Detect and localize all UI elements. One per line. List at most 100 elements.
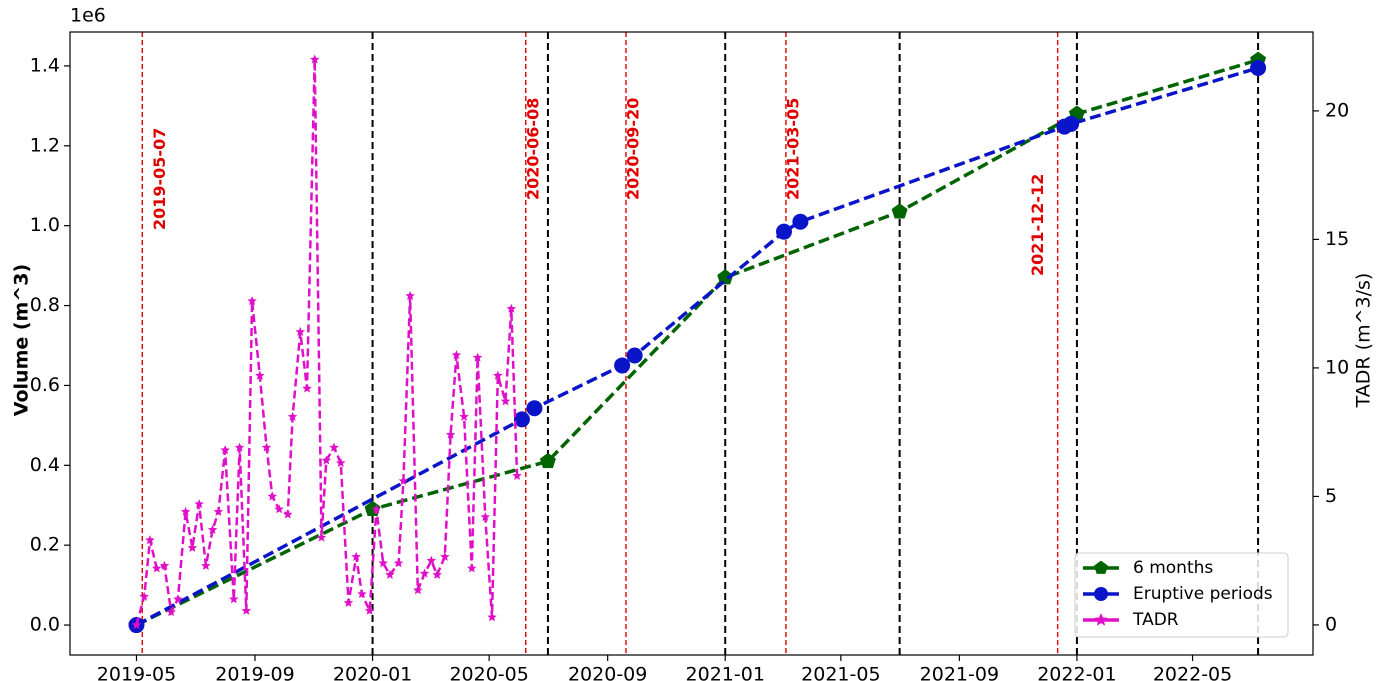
data-point: [213, 506, 224, 516]
data-point: [405, 291, 415, 300]
y-tick-label: 1.0: [30, 214, 60, 236]
y-tick-label: 0.4: [30, 454, 60, 476]
series-line: [135, 58, 1259, 627]
data-point: [426, 555, 437, 565]
data-point: [187, 542, 198, 552]
data-point: [378, 558, 388, 568]
series-line: [135, 66, 1259, 627]
data-point: [241, 605, 252, 615]
data-point: [159, 560, 170, 570]
data-point: [1063, 115, 1080, 132]
data-point: [180, 506, 191, 516]
data-point: [295, 326, 305, 336]
data-point: [166, 607, 176, 617]
y2-tick-label: 10: [1325, 356, 1349, 378]
x-tick-label: 2022-05: [1153, 664, 1232, 681]
legend-marker: [1094, 560, 1108, 574]
series-line: [135, 59, 519, 626]
legend-box: [1074, 552, 1289, 638]
data-point: [432, 569, 442, 579]
data-point: [445, 429, 456, 439]
data-point: [440, 551, 450, 561]
x-tick-label: 2021-01: [686, 664, 765, 681]
legend-label: TADR: [1132, 610, 1179, 630]
legend-marker: [1094, 613, 1108, 626]
data-point: [274, 504, 284, 514]
data-point: [310, 54, 320, 64]
data-point: [792, 213, 809, 230]
legend: 6 months Eruptive periods TADR: [1074, 552, 1289, 638]
data-point: [512, 470, 522, 480]
data-point: [316, 532, 327, 542]
data-point: [371, 504, 382, 514]
data-point: [487, 612, 497, 622]
data-point: [467, 563, 477, 573]
x-tick-label: 2020-05: [449, 664, 528, 681]
x-tick-label: 2022-01: [1037, 664, 1116, 681]
data-point: [1250, 59, 1267, 76]
data-point: [419, 568, 430, 578]
data-point: [493, 370, 503, 380]
event-label: 2020-09-20: [623, 98, 642, 200]
data-point: [255, 370, 265, 380]
data-point: [357, 589, 367, 599]
data-point: [302, 383, 312, 393]
data-point: [267, 491, 278, 501]
data-point: [351, 551, 361, 561]
data-point: [131, 619, 142, 629]
data-point: [776, 223, 793, 240]
x-tick-label: 2021-09: [920, 664, 999, 681]
data-point: [717, 269, 734, 285]
data-point: [343, 597, 354, 607]
data-point: [472, 352, 483, 362]
data-point: [500, 396, 511, 406]
y-tick-label: 0.8: [30, 294, 60, 316]
y-tick-label: 1.2: [30, 134, 60, 156]
data-point: [261, 442, 272, 452]
x-tick-label: 2019-09: [215, 664, 294, 681]
data-point: [207, 524, 218, 534]
data-point: [287, 411, 298, 421]
data-point: [480, 512, 491, 521]
x-tick-label: 2020-09: [568, 664, 647, 681]
data-point: [194, 499, 204, 509]
data-point: [336, 458, 346, 468]
data-point: [459, 411, 469, 421]
data-point: [539, 452, 556, 469]
data-point: [614, 357, 631, 374]
plot-frame: [69, 31, 1314, 656]
x-tick-label: 2020-01: [333, 664, 412, 681]
data-point: [891, 203, 908, 219]
y2-tick-label: 0: [1325, 613, 1337, 635]
data-point: [139, 591, 149, 601]
y2-tick-label: 20: [1325, 99, 1349, 121]
y2-tick-label: 15: [1325, 228, 1349, 250]
y-tick-label: 0.0: [30, 614, 60, 636]
legend-label: Eruptive periods: [1133, 584, 1273, 604]
data-point: [283, 509, 293, 519]
data-point: [152, 563, 162, 573]
y-offset-label: 1e6: [70, 5, 106, 27]
data-point: [247, 296, 257, 306]
data-point: [364, 605, 375, 615]
event-label: 2021-03-05: [783, 98, 802, 200]
data-point: [234, 442, 245, 452]
data-point: [626, 347, 643, 364]
data-point: [385, 569, 395, 579]
data-point: [201, 560, 211, 570]
data-point: [321, 455, 332, 465]
y-tick-label: 0.2: [30, 534, 60, 556]
data-point: [145, 535, 155, 545]
data-point: [393, 558, 404, 568]
data-point: [173, 594, 183, 604]
data-point: [451, 350, 462, 360]
data-point: [413, 585, 423, 595]
y-axis-label: Volume (m^3): [11, 264, 33, 416]
legend-marker: [1094, 587, 1108, 601]
data-point: [513, 411, 530, 428]
event-label: 2020-06-08: [523, 98, 542, 200]
legend-label: 6 months: [1133, 558, 1213, 578]
y-tick-label: 1.4: [30, 54, 60, 76]
data-point: [329, 442, 339, 452]
